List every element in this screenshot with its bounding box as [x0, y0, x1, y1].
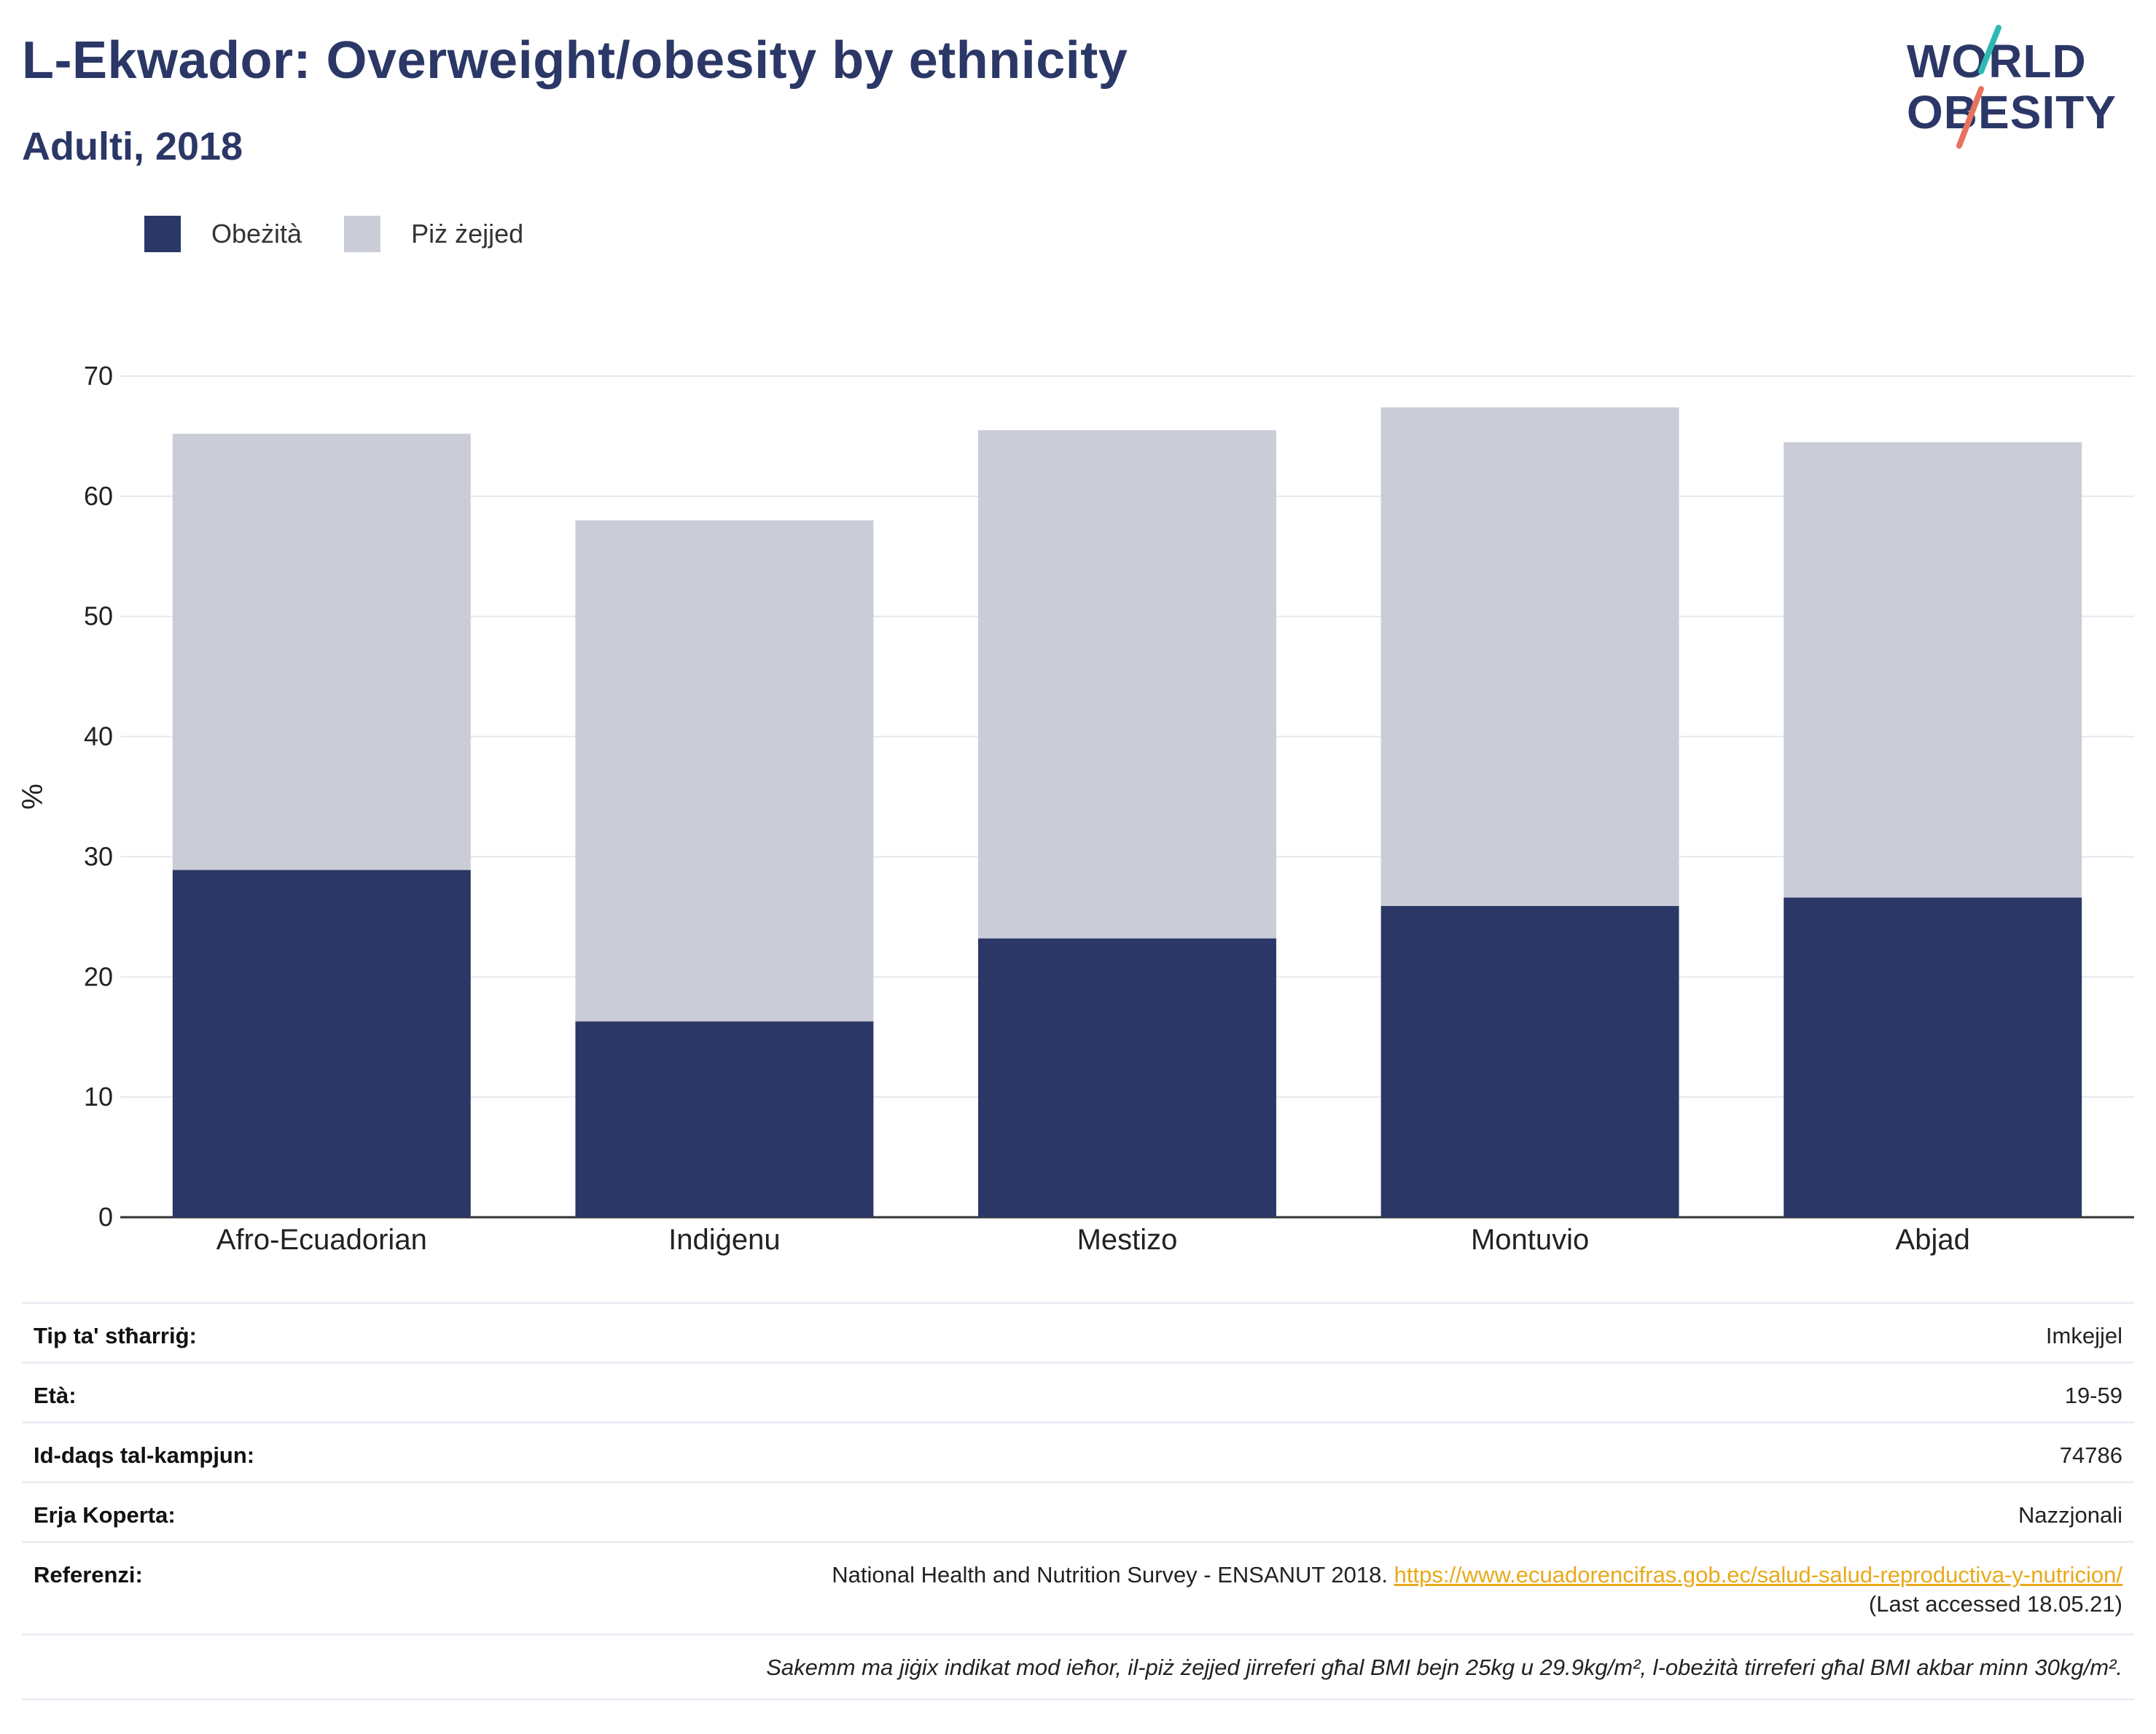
meta-key: Id-daqs tal-kampjun:: [34, 1442, 255, 1468]
y-tick-label: 70: [84, 361, 113, 391]
meta-key: Tip ta' stħarriġ:: [34, 1323, 197, 1348]
chart-title: L-Ekwador: Overweight/obesity by ethnici…: [22, 31, 1128, 90]
x-tick-label: Abjad: [1896, 1224, 1970, 1256]
reference-link[interactable]: https://www.ecuadorencifras.gob.ec/salud…: [1394, 1562, 2122, 1587]
bar-segment[interactable]: [1380, 407, 1679, 907]
y-tick-label: 40: [84, 722, 113, 751]
bar-segment[interactable]: [1784, 442, 2082, 898]
bar-segment[interactable]: [1784, 897, 2082, 1217]
meta-value: Imkejjel: [2045, 1323, 2122, 1348]
x-tick-label: Mestizo: [1077, 1224, 1178, 1256]
meta-row-survey-type: Tip ta' stħarriġ: Imkejjel: [22, 1302, 2134, 1362]
y-axis-title: %: [17, 784, 49, 810]
legend-swatch-obesity: [144, 216, 181, 252]
bar-segment[interactable]: [1380, 906, 1679, 1217]
meta-key: Referenzi:: [34, 1562, 143, 1587]
meta-key: Erja Koperta:: [34, 1502, 176, 1528]
logo-word-obesity: OBESITY: [1907, 86, 2117, 138]
meta-row-references: Referenzi: National Health and Nutrition…: [22, 1541, 2134, 1633]
x-tick-label: Montuvio: [1471, 1224, 1589, 1256]
y-tick-label: 0: [98, 1202, 113, 1232]
meta-value: Nazzjonali: [2018, 1502, 2122, 1528]
y-tick-label: 20: [84, 961, 113, 991]
meta-row-coverage: Erja Koperta: Nazzjonali: [22, 1481, 2134, 1541]
logo-slash-icon: [1956, 25, 2001, 149]
world-obesity-logo: WORLD OBESITY: [1902, 22, 2136, 153]
bar-segment[interactable]: [172, 870, 471, 1217]
y-tick-label: 60: [84, 481, 113, 511]
meta-value: 74786: [2059, 1442, 2122, 1468]
bar-segment[interactable]: [172, 434, 471, 870]
bar-segment[interactable]: [575, 1021, 874, 1217]
legend-item-overweight[interactable]: Piż żejjed: [344, 216, 523, 252]
bar-segment[interactable]: [978, 938, 1276, 1217]
y-tick-label: 30: [84, 841, 113, 871]
reference-accessed: (Last accessed 18.05.21): [1868, 1591, 2122, 1617]
meta-row-age: Età: 19-59: [22, 1362, 2134, 1421]
metadata-table: Tip ta' stħarriġ: Imkejjel Età: 19-59 Id…: [22, 1302, 2134, 1700]
reference-source: National Health and Nutrition Survey - E…: [832, 1562, 1388, 1587]
meta-row-note: Sakemm ma jiġix indikat mod ieħor, il-pi…: [22, 1633, 2134, 1698]
legend-swatch-overweight: [344, 216, 381, 252]
chart-legend: Obeżità Piż żejjed: [144, 216, 566, 252]
bar-segment[interactable]: [978, 430, 1276, 939]
definition-note: Sakemm ma jiġix indikat mod ieħor, il-pi…: [766, 1655, 2122, 1680]
logo-word-world: WORLD: [1907, 35, 2087, 87]
legend-item-obesity[interactable]: Obeżità: [144, 216, 302, 252]
x-tick-label: Afro-Ecuadorian: [216, 1224, 427, 1256]
legend-label-overweight: Piż żejjed: [411, 219, 524, 249]
bar-chart: 0 10 20 30 40 50 60 70 Afro-Ecuadorian Indiġenu M…: [17, 361, 2134, 1256]
x-tick-label: Indiġenu: [668, 1224, 780, 1256]
meta-row-sample-size: Id-daqs tal-kampjun: 74786: [22, 1421, 2134, 1481]
meta-value: 19-59: [2064, 1383, 2122, 1408]
chart-subtitle: Adulti, 2018: [22, 125, 243, 168]
meta-value: National Health and Nutrition Survey - E…: [832, 1562, 2122, 1617]
meta-key: Età:: [34, 1383, 77, 1408]
bar-segment[interactable]: [575, 520, 874, 1022]
y-tick-label: 50: [84, 601, 113, 631]
meta-bottom-divider: [22, 1698, 2134, 1700]
legend-label-obesity: Obeżità: [211, 219, 302, 249]
y-tick-label: 10: [84, 1082, 113, 1112]
